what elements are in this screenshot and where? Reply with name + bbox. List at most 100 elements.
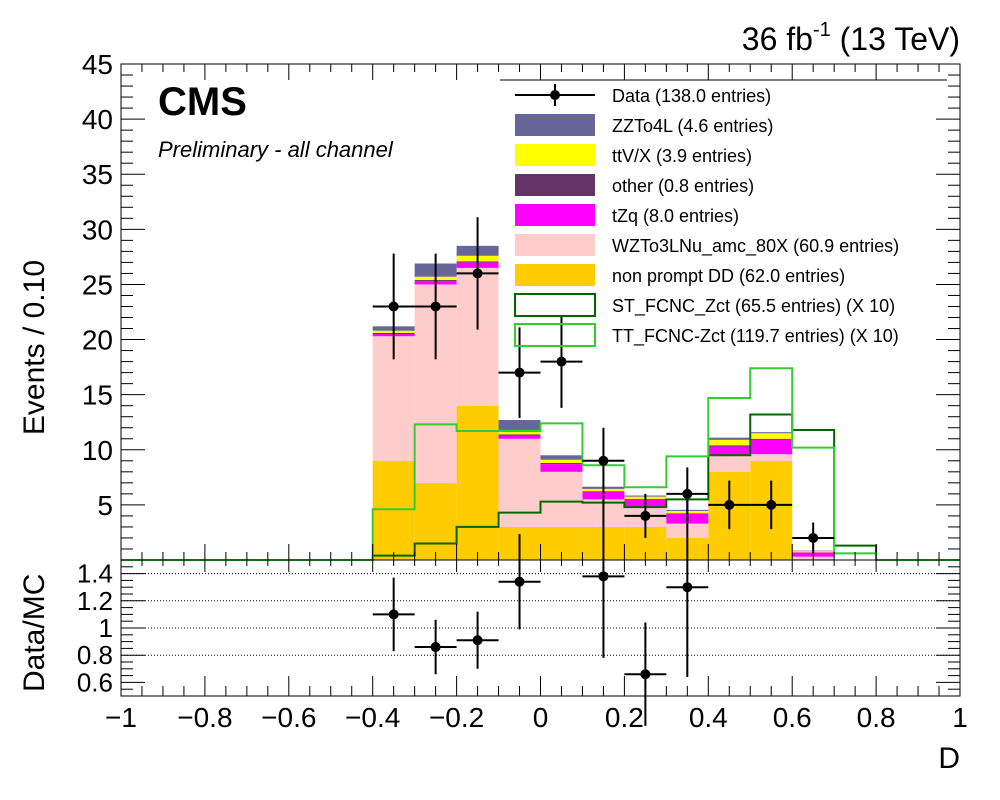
legend-swatch-3	[515, 174, 595, 196]
ratio-point-4	[598, 571, 609, 582]
ratio-xtick-label-5: 0	[533, 702, 549, 733]
data-point-5	[598, 455, 609, 466]
main-ytick-label-7: 40	[82, 104, 113, 135]
main-plot-panel: 5 10 15 20 25 30 35 40 45 CMS Preliminary - all …	[82, 49, 961, 561]
legend-label-7: ST_FCNC_Zct (65.5 entries) (X 10)	[612, 296, 895, 317]
main-ytick-label-1: 10	[82, 435, 113, 466]
data-point-2	[472, 268, 483, 279]
main-ytick-label-6: 35	[82, 159, 113, 190]
legend-label-4: tZq (8.0 entries)	[612, 206, 739, 226]
luminosity-label: 36 fb-1 (13 TeV)	[742, 19, 960, 57]
main-ytick-label-5: 30	[82, 214, 113, 245]
data-point-3	[514, 367, 525, 378]
ratio-xtick-label-2: −0.6	[261, 702, 316, 733]
stack-bar-2-bin-9	[498, 435, 541, 439]
data-point-8	[724, 499, 735, 510]
ratio-points	[372, 494, 709, 726]
ratio-ytick-label-1: 0.8	[77, 640, 113, 670]
stack-bar-4-bin-9	[498, 429, 541, 435]
data-points	[372, 217, 835, 554]
stack-bar-4-bin-10	[540, 459, 583, 464]
stack-bar-3-bin-9	[498, 434, 541, 436]
y-axis-label-main: Events / 0.10	[18, 260, 51, 435]
stack-bar-3-bin-15	[750, 438, 793, 440]
stack-bar-2-bin-14	[708, 446, 751, 456]
stack-bar-3-bin-14	[708, 445, 751, 447]
data-point-10	[808, 532, 819, 543]
legend-label-1: ZZTo4L (4.6 entries)	[612, 116, 773, 136]
ratio-ytick-label-0: 0.6	[77, 667, 113, 697]
stack-bar-1-bin-14	[708, 455, 751, 472]
main-ytick-label-3: 20	[82, 325, 113, 356]
data-point-4	[556, 356, 567, 367]
legend-label-0: Data (138.0 entries)	[612, 86, 771, 106]
cms-label: CMS	[158, 80, 247, 124]
main-ytick-label-4: 25	[82, 269, 113, 300]
ratio-frame	[120, 559, 961, 697]
x-axis-label: D	[938, 742, 960, 775]
y-axis-label-ratio: Data/MC	[18, 574, 51, 692]
legend-label-8: TT_FCNC-Zct (119.7 entries) (X 10)	[612, 326, 899, 347]
legend-swatch-2	[515, 144, 595, 166]
main-ytick-label-8: 45	[82, 49, 113, 80]
stack-bar-1-bin-9	[498, 438, 541, 527]
ratio-xtick-label-1: −0.8	[177, 702, 232, 733]
stack-bar-5-bin-9	[498, 420, 541, 430]
stack-bar-0-bin-6	[372, 460, 415, 560]
ratio-point-0	[388, 609, 399, 620]
stack-bar-3-bin-10	[540, 463, 583, 465]
ratio-xtick-label-7: 0.4	[689, 702, 728, 733]
stack-bar-1-bin-15	[750, 454, 793, 461]
stack-bar-5-bin-14	[708, 437, 751, 440]
preliminary-label: Preliminary - all channel	[158, 137, 394, 162]
data-point-7	[682, 488, 693, 499]
legend-swatch-5	[515, 234, 595, 256]
legend-swatch-8	[514, 323, 596, 347]
ratio-point-2	[472, 635, 483, 646]
legend-label-6: non prompt DD (62.0 entries)	[612, 266, 845, 286]
ratio-ytick-label-4: 1.4	[77, 559, 113, 589]
stack-bar-0-bin-7	[414, 482, 457, 560]
data-point-9	[766, 499, 777, 510]
stack-bar-0-bin-8	[456, 405, 499, 560]
ratio-point-5	[640, 669, 651, 680]
ratio-point-3	[514, 576, 525, 587]
legend-swatch-7	[514, 293, 596, 317]
ratio-axes: 0.60.811.21.4−1 −0.8 −0.6 −0.4 −0.2 0 0.2 0.4 0.…	[77, 559, 968, 733]
ratio-point-1	[430, 642, 441, 653]
stack-bar-5-bin-15	[750, 432, 793, 434]
main-axes: 5 10 15 20 25 30 35 40 45	[82, 49, 961, 561]
ratio-gridlines	[121, 573, 960, 656]
ratio-ytick-label-3: 1.2	[77, 586, 113, 616]
stack-bar-2-bin-10	[540, 464, 583, 472]
data-point-0	[388, 301, 399, 312]
legend-label-3: other (0.8 entries)	[612, 176, 754, 196]
ratio-ytick-label-2: 1	[99, 613, 113, 643]
stack-bar-4-bin-15	[750, 433, 793, 439]
stack-bar-4-bin-14	[708, 439, 751, 446]
main-ytick-label-2: 15	[82, 380, 113, 411]
ratio-xtick-label-4: −0.2	[429, 702, 484, 733]
data-point-6	[640, 510, 651, 521]
ratio-xtick-label-0: −1	[105, 702, 137, 733]
main-ytick-label-0: 5	[97, 490, 113, 521]
data-point-1	[430, 301, 441, 312]
legend-swatch-4	[515, 204, 595, 226]
ratio-xtick-label-8: 0.6	[773, 702, 812, 733]
legend: Data (138.0 entries) ZZTo4L (4.6 entries)…	[500, 79, 947, 347]
legend-label-5: WZTo3LNu_amc_80X (60.9 entries)	[612, 236, 899, 257]
stack-bar-5-bin-10	[540, 455, 583, 460]
stack-bar-1-bin-10	[540, 471, 583, 527]
legend-swatch-1	[515, 114, 595, 136]
legend-marker-dot	[550, 90, 560, 100]
ratio-point-6	[682, 582, 693, 593]
legend-swatch-6	[515, 264, 595, 286]
ratio-xtick-label-3: −0.4	[345, 702, 400, 733]
ratio-plot-panel: 0.60.811.21.4−1 −0.8 −0.6 −0.4 −0.2 0 0.2 0.4 0.…	[77, 494, 968, 733]
legend-label-2: ttV/X (3.9 entries)	[612, 146, 752, 166]
ratio-xtick-label-6: 0.2	[605, 702, 644, 733]
ratio-xtick-label-10: 1	[952, 702, 968, 733]
ratio-xtick-label-9: 0.8	[857, 702, 896, 733]
stack-bar-2-bin-15	[750, 439, 793, 455]
